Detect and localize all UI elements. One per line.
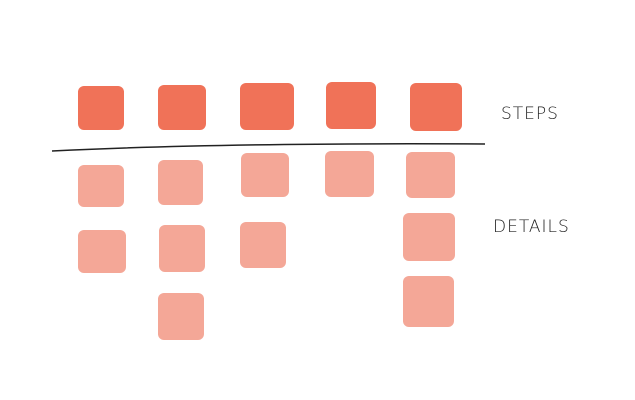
detail-box-3-2 [240, 222, 286, 268]
steps-label: STEPS [501, 104, 559, 124]
details-label: DETAILS [493, 217, 570, 237]
step-box-2 [158, 85, 206, 130]
detail-box-5-2 [403, 213, 455, 261]
detail-box-2-1 [158, 160, 203, 205]
detail-box-1-2 [78, 230, 126, 273]
step-box-3 [240, 83, 294, 130]
detail-box-5-1 [406, 152, 455, 198]
detail-box-1-1 [78, 165, 124, 207]
step-box-4 [326, 82, 376, 129]
detail-box-4-1 [325, 151, 374, 197]
detail-box-2-2 [159, 225, 205, 272]
detail-box-3-1 [241, 153, 289, 197]
step-box-5 [410, 83, 462, 131]
detail-box-2-3 [158, 293, 204, 340]
detail-box-5-3 [403, 276, 454, 327]
step-box-1 [78, 86, 124, 130]
